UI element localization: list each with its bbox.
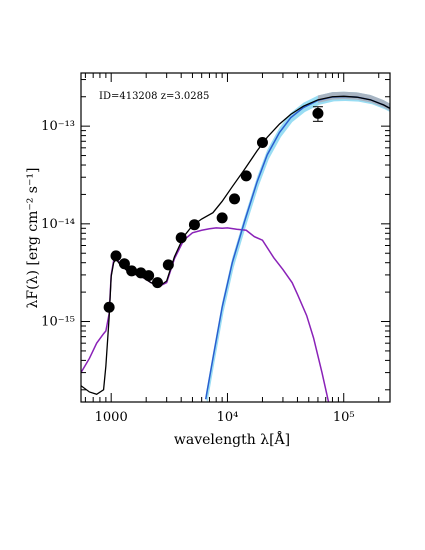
total-model-line <box>81 95 390 395</box>
data-point <box>175 232 187 244</box>
data-point <box>162 259 174 271</box>
data-point <box>216 212 228 224</box>
annotation-label: ID=413208 z=3.0285 <box>99 91 209 102</box>
data-point <box>103 301 115 313</box>
data-point <box>143 270 155 282</box>
x-axis-label: wavelength λ[Å] <box>174 430 290 448</box>
data-point <box>151 277 163 289</box>
data-point <box>188 219 200 231</box>
dust-model-band <box>205 91 390 402</box>
y-tick-label: 10⁻¹⁵ <box>41 315 75 330</box>
data-point <box>240 170 252 182</box>
data-point <box>110 250 122 262</box>
data-point <box>229 193 241 205</box>
data-point <box>312 107 324 119</box>
x-tick-label: 1000 <box>95 410 128 425</box>
y-axis-label: λF(λ) [erg cm⁻² s⁻¹] <box>25 168 41 309</box>
x-tick-label: 10⁴ <box>217 410 239 425</box>
data-point <box>118 258 130 270</box>
y-tick-label: 10⁻¹⁴ <box>41 217 75 232</box>
data-point <box>126 265 138 277</box>
axis-ticks <box>81 73 390 402</box>
data-point <box>256 137 268 149</box>
tick-labels: 1000 10⁴ 10⁵ 10⁻¹⁵ 10⁻¹⁴ 10⁻¹³ <box>41 119 354 425</box>
dust-model-line <box>204 95 390 400</box>
y-tick-label: 10⁻¹³ <box>41 119 75 134</box>
plot-frame <box>80 72 391 403</box>
plot-area <box>81 91 390 402</box>
x-tick-label: 10⁵ <box>333 410 355 425</box>
